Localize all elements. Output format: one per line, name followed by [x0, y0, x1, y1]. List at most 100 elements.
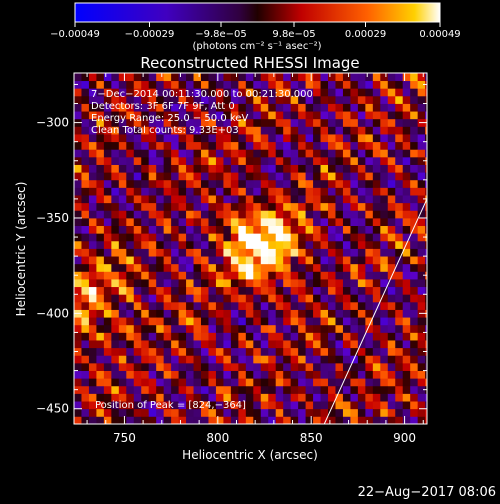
- heatmap-cell: [193, 149, 202, 158]
- heatmap-cell: [163, 118, 172, 127]
- heatmap-cell: [425, 301, 427, 310]
- heatmap-cell: [74, 217, 82, 227]
- heatmap-cell: [283, 179, 292, 188]
- heatmap-cell: [417, 340, 426, 349]
- heatmap-cell: [335, 340, 344, 349]
- heatmap-cell: [305, 202, 314, 211]
- heatmap-cell: [402, 217, 411, 227]
- heatmap-cell: [186, 80, 194, 89]
- heatmap-cell: [290, 393, 299, 402]
- heatmap-cell: [178, 187, 187, 196]
- heatmap-cell: [201, 225, 209, 234]
- heatmap-cell: [230, 95, 239, 104]
- heatmap-cell: [118, 362, 127, 371]
- heatmap-cell: [328, 134, 336, 143]
- heatmap-cell: [223, 111, 232, 120]
- heatmap-cell: [342, 294, 351, 303]
- heatmap-cell: [178, 317, 187, 326]
- heatmap-cell: [283, 240, 292, 249]
- heatmap-cell: [372, 301, 381, 310]
- heatmap-cell: [372, 340, 381, 349]
- heatmap-cell: [350, 370, 359, 379]
- heatmap-cell: [118, 103, 127, 112]
- heatmap-cell: [387, 324, 396, 333]
- heatmap-cell: [283, 217, 292, 227]
- heatmap-cell: [410, 279, 419, 288]
- heatmap-cell: [163, 240, 172, 249]
- heatmap-cell: [260, 256, 269, 265]
- heatmap-cell: [387, 187, 396, 196]
- heatmap-cell: [230, 355, 239, 364]
- heatmap-cell: [395, 80, 404, 89]
- heatmap-cell: [96, 195, 105, 204]
- heatmap-cell: [163, 408, 172, 417]
- heatmap-cell: [74, 416, 82, 424]
- heatmap-cell: [118, 286, 127, 295]
- heatmap-cell: [313, 202, 321, 211]
- heatmap-cell: [141, 340, 150, 349]
- heatmap-cell: [118, 156, 127, 165]
- heatmap-cell: [133, 401, 142, 410]
- heatmap-cell: [305, 80, 314, 89]
- heatmap-cell: [320, 355, 329, 364]
- heatmap-cell: [88, 317, 97, 326]
- heatmap-cell: [402, 118, 411, 127]
- heatmap-cell: [305, 286, 314, 295]
- heatmap-cell: [410, 309, 419, 318]
- heatmap-cell: [328, 202, 336, 211]
- heatmap-cell: [320, 126, 329, 135]
- heatmap-cell: [230, 317, 239, 326]
- heatmap-cell: [417, 271, 426, 280]
- heatmap-cell: [357, 347, 366, 356]
- heatmap-cell: [126, 73, 135, 82]
- heatmap-cell: [230, 347, 239, 356]
- heatmap-cell: [148, 73, 157, 82]
- heatmap-cell: [283, 408, 292, 417]
- heatmap-cell: [126, 149, 135, 158]
- heatmap-cell: [118, 80, 127, 89]
- heatmap-cell: [148, 416, 157, 424]
- heatmap-cell: [238, 80, 247, 89]
- heatmap-cell: [275, 370, 284, 379]
- heatmap-cell: [402, 279, 411, 288]
- heatmap-cell: [193, 347, 202, 356]
- heatmap-cell: [342, 401, 351, 410]
- heatmap-cell: [133, 309, 142, 318]
- heatmap-cell: [342, 111, 351, 120]
- heatmap-cell: [88, 294, 97, 303]
- heatmap-cell: [126, 80, 135, 89]
- heatmap-cell: [118, 233, 127, 242]
- heatmap-cell: [126, 187, 135, 196]
- heatmap-cell: [230, 73, 239, 82]
- heatmap-cell: [290, 248, 299, 257]
- heatmap-cell: [141, 286, 150, 295]
- heatmap-cell: [335, 202, 344, 211]
- heatmap-cell: [171, 149, 179, 158]
- heatmap-cell: [253, 141, 262, 150]
- heatmap-cell: [245, 179, 254, 188]
- heatmap-cell: [387, 225, 396, 234]
- heatmap-cell: [410, 378, 419, 387]
- heatmap-cell: [126, 164, 135, 173]
- heatmap-cell: [410, 80, 419, 89]
- heatmap-cell: [126, 385, 135, 394]
- heatmap-cell: [141, 324, 150, 333]
- heatmap-cell: [335, 210, 344, 219]
- heatmap-cell: [253, 172, 262, 181]
- heatmap-cell: [380, 256, 389, 265]
- heatmap-cell: [275, 240, 284, 249]
- heatmap-cell: [133, 118, 142, 127]
- heatmap-cell: [118, 301, 127, 310]
- heatmap-cell: [148, 80, 157, 89]
- heatmap-cell: [253, 408, 262, 417]
- heatmap-cell: [208, 355, 217, 364]
- heatmap-cell: [201, 80, 209, 89]
- heatmap-cell: [208, 179, 217, 188]
- heatmap-cells: [74, 73, 427, 424]
- heatmap-cell: [275, 126, 284, 135]
- heatmap-cell: [171, 156, 179, 165]
- heatmap-cell: [283, 118, 292, 127]
- heatmap-cell: [141, 271, 150, 280]
- heatmap-cell: [81, 401, 90, 410]
- heatmap-cell: [298, 256, 306, 265]
